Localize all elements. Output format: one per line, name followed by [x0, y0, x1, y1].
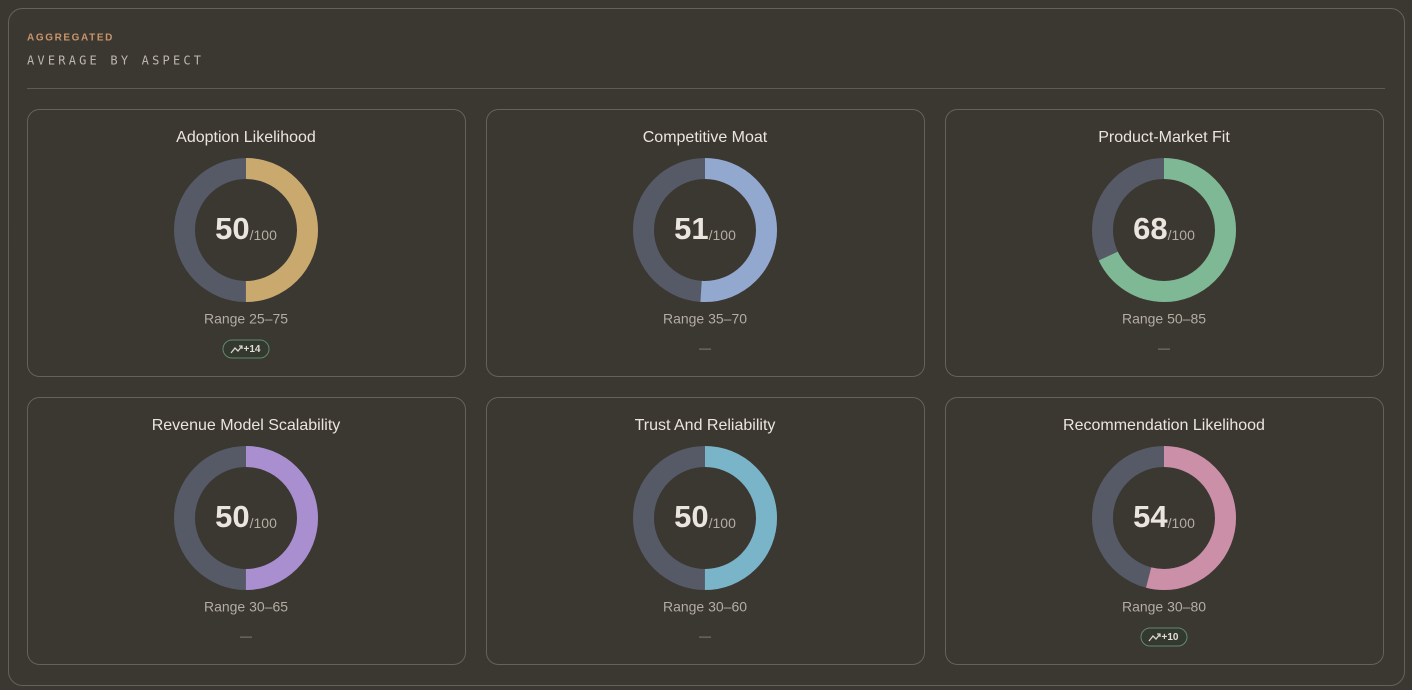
range-label: Range 50–85 — [1122, 311, 1206, 327]
delta: — — [699, 629, 711, 643]
max-label: /100 — [1168, 515, 1195, 531]
range-label: Range 25–75 — [204, 311, 288, 327]
trend-icon — [1148, 633, 1161, 642]
delta-badge — [222, 339, 270, 359]
section-title: AVERAGE BY ASPECT — [27, 54, 204, 68]
card-title: Product-Market Fit — [1098, 129, 1230, 146]
gauge-value: 54/100 — [1133, 499, 1195, 534]
value: 50 — [674, 499, 708, 534]
card-title: Adoption Likelihood — [176, 129, 316, 146]
delta: — — [1158, 341, 1170, 355]
value: 68 — [1133, 211, 1167, 246]
gauge-value: 51/100 — [674, 211, 736, 246]
trend-icon-head — [239, 345, 243, 349]
value: 50 — [215, 499, 249, 534]
eyebrow: AGGREGATED — [27, 33, 114, 44]
aspect-card: Revenue Model Scalability 50/100 Range 30–… — [27, 397, 466, 665]
card-title: Trust And Reliability — [635, 417, 776, 434]
trend-icon-head — [1157, 633, 1161, 637]
aspect-card: Adoption Likelihood 50/100 Range 25–75 +14 — [27, 109, 466, 377]
max-label: /100 — [250, 227, 277, 243]
gauge-value: 68/100 — [1133, 211, 1195, 246]
card — [945, 397, 1384, 665]
max-label: /100 — [250, 515, 277, 531]
card — [945, 109, 1384, 377]
gauge-arc — [174, 158, 318, 302]
delta: — — [240, 629, 252, 643]
trend-icon — [230, 345, 243, 354]
aspect-card: Product-Market Fit 68/100 Range 50–85 — — [945, 109, 1384, 377]
delta: — — [699, 341, 711, 355]
gauge-arc — [1092, 446, 1236, 590]
card-title: Competitive Moat — [643, 129, 768, 146]
card — [27, 397, 466, 665]
card-title: Recommendation Likelihood — [1063, 417, 1265, 434]
aspect-card: Trust And Reliability 50/100 Range 30–60 — — [486, 397, 925, 665]
gauge-arc — [1092, 158, 1236, 302]
range-label: Range 30–60 — [663, 599, 747, 615]
gauge-value: 50/100 — [674, 499, 736, 534]
gauge-arc — [174, 446, 318, 590]
value: 51 — [674, 211, 708, 246]
delta-badge — [1140, 627, 1188, 647]
gauge-value: 50/100 — [215, 499, 277, 534]
delta: +10 — [1162, 632, 1179, 643]
value: 50 — [215, 211, 249, 246]
gauge-arc — [633, 446, 777, 590]
card — [486, 109, 925, 377]
value: 54 — [1133, 499, 1168, 534]
gauge-value: 50/100 — [215, 211, 277, 246]
gauge-arc — [633, 158, 777, 302]
range-label: Range 30–65 — [204, 599, 288, 615]
aspect-card: Competitive Moat 51/100 Range 35–70 — — [486, 109, 925, 377]
range-label: Range 30–80 — [1122, 599, 1206, 615]
max-label: /100 — [709, 515, 736, 531]
delta: +14 — [244, 344, 261, 355]
max-label: /100 — [1168, 227, 1195, 243]
range-label: Range 35–70 — [663, 311, 747, 327]
max-label: /100 — [709, 227, 736, 243]
card-title: Revenue Model Scalability — [152, 417, 341, 434]
aspect-card: Recommendation Likelihood 54/100 Range 30–… — [945, 397, 1384, 665]
card — [486, 397, 925, 665]
card — [27, 109, 466, 377]
